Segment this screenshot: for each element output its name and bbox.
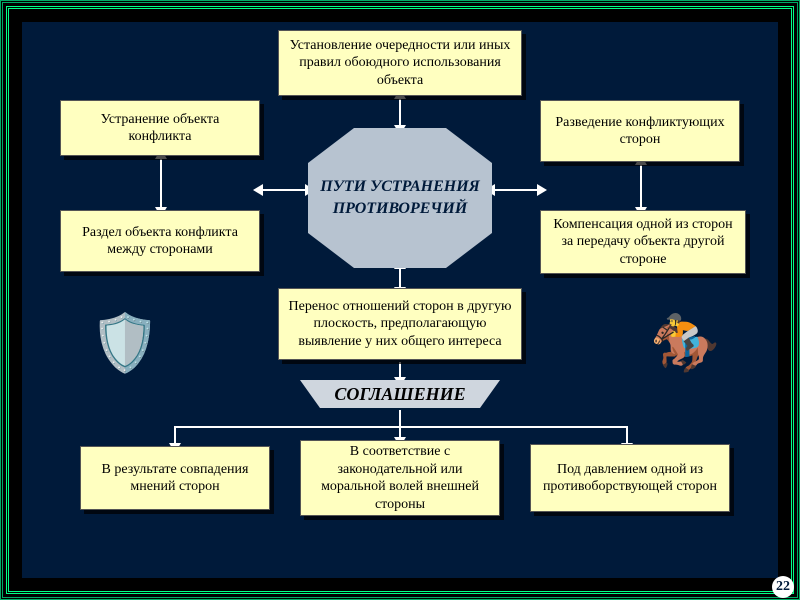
knight-icon: 🛡️ [90, 310, 160, 376]
box-left2-text: Раздел объекта конфликта между сторонами [69, 224, 251, 259]
rider-icon: 🏇 [650, 310, 720, 376]
bottom-box-1-text: В результате совпадения мнений сторон [89, 461, 261, 496]
box-bottom: Перенос отношений сторон в другую плоско… [278, 288, 522, 360]
box-right1-text: Разведение конфликтующих сторон [549, 114, 731, 149]
box-bottom-text: Перенос отношений сторон в другую плоско… [287, 298, 513, 351]
box-left1-text: Устранение объекта конфликта [69, 111, 251, 146]
box-right2-text: Компенсация одной из сторон за передачу … [549, 216, 737, 269]
agreement-banner: СОГЛАШЕНИЕ [300, 380, 500, 408]
page-number: 22 [772, 576, 794, 598]
center-label: ПУТИ УСТРАНЕНИЯ ПРОТИВОРЕЧИЙ [318, 176, 482, 221]
box-right-upper: Разведение конфликтующих сторон [540, 100, 740, 162]
bottom-box-2-text: В соответствие с законодательной или мор… [309, 443, 491, 513]
box-left-lower: Раздел объекта конфликта между сторонами [60, 210, 260, 272]
agreement-label: СОГЛАШЕНИЕ [334, 384, 465, 405]
box-top-text: Установление очередности или иных правил… [287, 37, 513, 90]
bottom-box-3-text: Под давлением одной из противоборствующе… [539, 461, 721, 496]
center-octagon: ПУТИ УСТРАНЕНИЯ ПРОТИВОРЕЧИЙ [308, 128, 492, 268]
bottom-box-3: Под давлением одной из противоборствующе… [530, 444, 730, 512]
box-right-lower: Компенсация одной из сторон за передачу … [540, 210, 746, 274]
bottom-box-1: В результате совпадения мнений сторон [80, 446, 270, 510]
box-top: Установление очередности или иных правил… [278, 30, 522, 96]
box-left-upper: Устранение объекта конфликта [60, 100, 260, 156]
diagram-canvas: ПУТИ УСТРАНЕНИЯ ПРОТИВОРЕЧИЙ Установлени… [22, 22, 778, 578]
bottom-box-2: В соответствие с законодательной или мор… [300, 440, 500, 516]
